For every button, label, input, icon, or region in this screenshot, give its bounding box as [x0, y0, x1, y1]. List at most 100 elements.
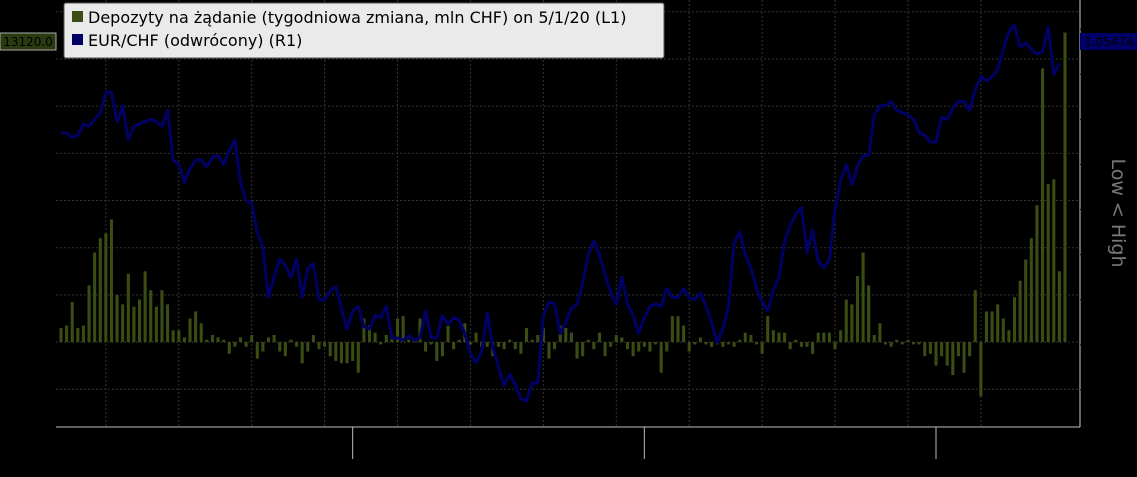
deposit-bar [1052, 179, 1056, 343]
deposit-bar [670, 316, 674, 343]
deposit-bar [698, 337, 702, 343]
deposit-bar [238, 337, 243, 343]
deposit-bar [485, 342, 489, 347]
deposit-bar [979, 342, 983, 397]
deposit-bar [222, 339, 226, 343]
month-label: Mar [678, 429, 701, 443]
deposit-bar [1018, 280, 1022, 343]
deposit-bar [654, 342, 658, 345]
deposit-bar [126, 273, 130, 343]
legend: Depozyty na żądanie (tygodniowa zmiana, … [63, 2, 665, 59]
x-axis-months: Mar Jun Sep Dec Mar Jun Sep Dec Mar Jun Sep Dec Mar [95, 429, 993, 443]
month-label: Mar [95, 429, 118, 443]
deposit-bar [98, 238, 102, 343]
deposit-bar [906, 339, 910, 343]
deposit-bar [177, 330, 181, 343]
footer-left: SZMSTSDF Index (Switzerland - Total Sigh… [3, 461, 467, 474]
deposit-bar [502, 342, 506, 350]
deposit-bar [962, 342, 966, 373]
deposit-bar [76, 327, 80, 343]
deposit-bar [104, 233, 108, 343]
right-tick-label: 1.14000 [1088, 248, 1137, 262]
left-tick-label: -2000 [15, 382, 50, 396]
deposit-bar [1057, 271, 1061, 343]
deposit-bar [283, 342, 287, 357]
year-label: 2018 [483, 445, 514, 459]
deposit-bar [900, 342, 904, 345]
deposit-bar [289, 339, 293, 343]
deposit-bar [895, 339, 899, 343]
deposit-bar [446, 325, 450, 343]
deposit-bar [182, 337, 186, 343]
deposit-bar [367, 325, 372, 343]
plot-area [56, 0, 1080, 427]
deposit-bar [474, 332, 478, 343]
deposit-bar [766, 316, 770, 343]
deposit-bar [65, 325, 69, 343]
month-label: Sep [824, 429, 847, 443]
deposit-bar [693, 342, 697, 345]
deposit-bar [676, 316, 680, 343]
deposit-bar [642, 342, 646, 347]
deposit-bar [261, 342, 265, 352]
legend-label-eurchf: EUR/CHF (odwrócony) (R1) [88, 31, 302, 50]
deposit-bar [1035, 205, 1039, 343]
deposit-bar [553, 342, 557, 350]
right-tick-label: 1.10000 [1088, 157, 1137, 171]
footer-center: Copyright© 2020 Bloomberg Finance L.P. [631, 461, 858, 474]
deposit-bar [524, 327, 529, 343]
deposit-bar [726, 342, 731, 345]
deposit-bar [311, 334, 315, 343]
deposit-bar [407, 339, 411, 343]
deposit-bar [339, 342, 343, 364]
deposit-bar [631, 342, 635, 357]
deposit-bar [614, 334, 618, 343]
deposit-bar [625, 342, 630, 350]
deposit-bar [665, 342, 669, 352]
deposit-bar [199, 323, 203, 343]
deposit-bar [166, 304, 170, 343]
deposit-bar [603, 342, 607, 357]
deposit-bar [777, 332, 781, 343]
deposit-bar [928, 342, 932, 354]
deposit-bar [317, 342, 321, 350]
deposit-bar [721, 342, 725, 347]
left-last-value: 13120.0 [3, 35, 53, 49]
deposit-bar [968, 342, 972, 357]
deposit-bar [468, 342, 472, 345]
deposit-bar [373, 332, 377, 343]
deposit-bar [356, 342, 360, 373]
deposit-bar [597, 332, 602, 343]
left-tick-label: 14000 [12, 5, 50, 19]
left-tick-label: 6000 [19, 194, 50, 208]
deposit-bar [457, 339, 461, 343]
deposit-bar [867, 285, 871, 343]
footer-right: 04-May-2020 14:08:11 [1009, 461, 1134, 474]
right-tick-label: 1.16000 [1088, 293, 1137, 307]
deposit-bar [250, 334, 254, 343]
deposit-bar [132, 306, 136, 343]
deposit-bar [440, 342, 444, 357]
deposit-bar [266, 337, 271, 343]
month-label: Sep [532, 429, 555, 443]
deposit-bar [435, 342, 439, 361]
deposit-bar [754, 342, 759, 345]
deposit-bar [295, 342, 299, 347]
deposit-bar [508, 339, 512, 343]
deposit-bar [233, 342, 237, 347]
right-axis: 1.04000 1.06000 1.08000 1.10000 1.12000 1.140… [1080, 22, 1137, 397]
deposit-bar [783, 332, 787, 343]
deposit-bar [93, 252, 97, 343]
eurchf-line [61, 23, 1061, 403]
deposit-bar [592, 342, 596, 350]
deposit-bar [912, 342, 916, 345]
deposit-bar [917, 342, 921, 345]
deposit-bar [395, 318, 400, 343]
deposit-bar [121, 304, 125, 343]
right-tick-label: 1.08000 [1088, 112, 1137, 126]
deposit-bar [171, 330, 175, 343]
deposit-bar [300, 342, 304, 364]
deposit-bar [569, 332, 573, 343]
deposit-bar [951, 342, 955, 376]
deposit-bar [945, 342, 949, 366]
